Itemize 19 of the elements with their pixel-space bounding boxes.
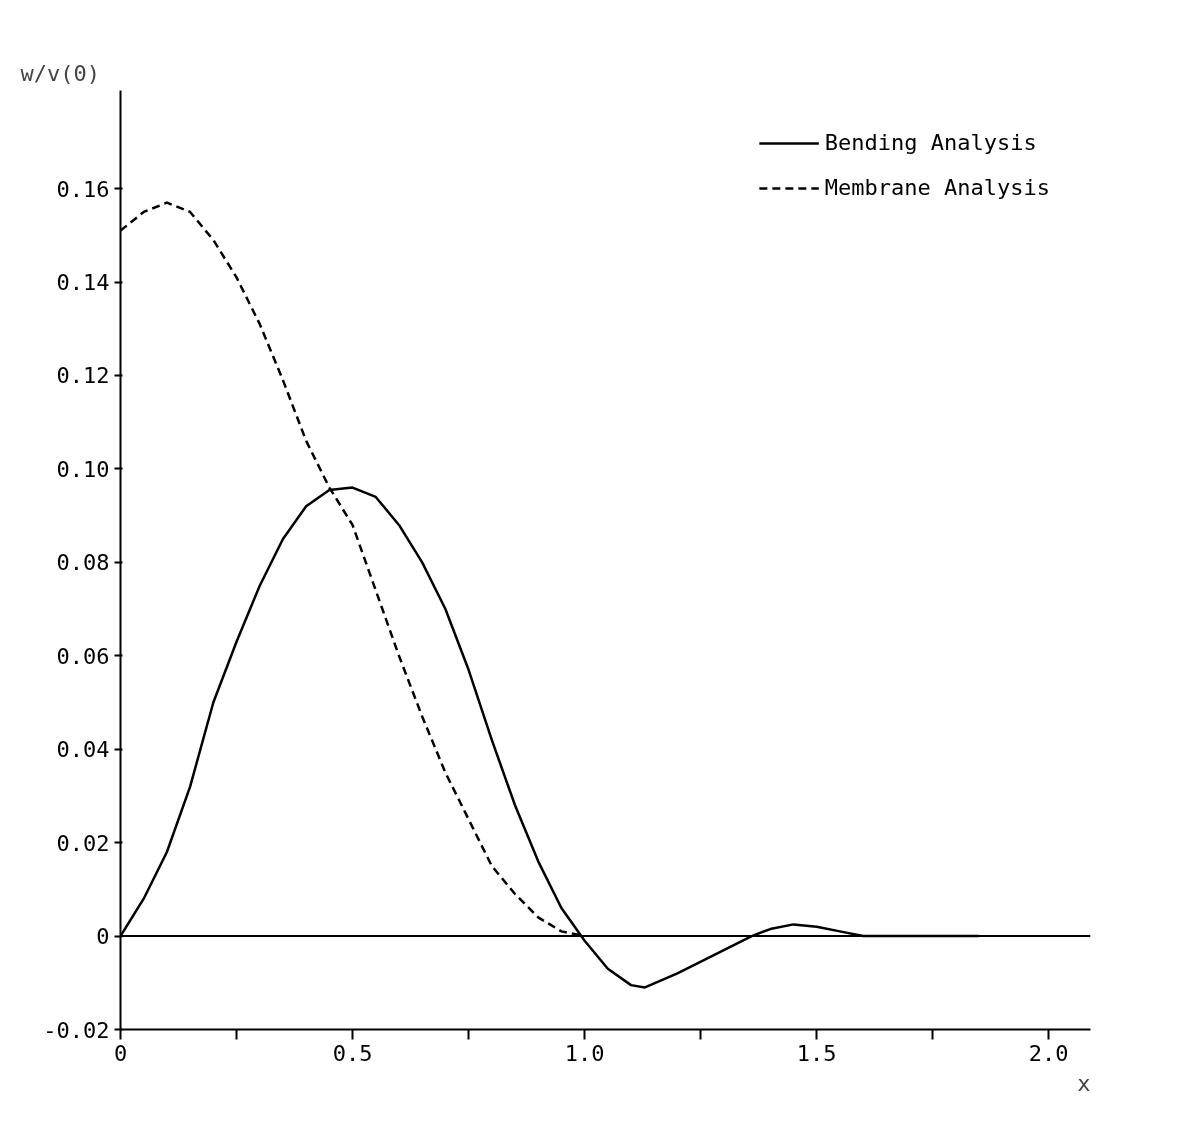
y-tick-label: 0.12 (56, 363, 110, 389)
x-tick-label: 1.5 (796, 1040, 837, 1066)
x-tick-label: 0.5 (332, 1040, 373, 1066)
legend-label: Bending Analysis (824, 130, 1037, 155)
x-tick-label: 2.0 (1028, 1040, 1069, 1066)
y-tick-label: -0.02 (43, 1017, 110, 1043)
x-tick-label: 1.0 (564, 1040, 605, 1066)
y-tick-label: 0 (96, 924, 110, 950)
y-tick-label: 0.04 (56, 737, 110, 763)
x-tick-label: 0 (113, 1040, 128, 1066)
legend-label: Membrane Analysis (824, 175, 1050, 200)
y-tick-label: 0.08 (56, 550, 110, 576)
y-tick-label: 0.02 (56, 830, 110, 856)
y-tick-label: 0.10 (56, 456, 110, 482)
y-axis-title: w/v(0) (20, 60, 100, 86)
x-axis-title: x (1077, 1070, 1091, 1096)
y-tick-label: 0.14 (56, 270, 110, 296)
y-tick-label: 0.06 (56, 643, 110, 669)
y-tick-label: 0.16 (56, 176, 110, 202)
